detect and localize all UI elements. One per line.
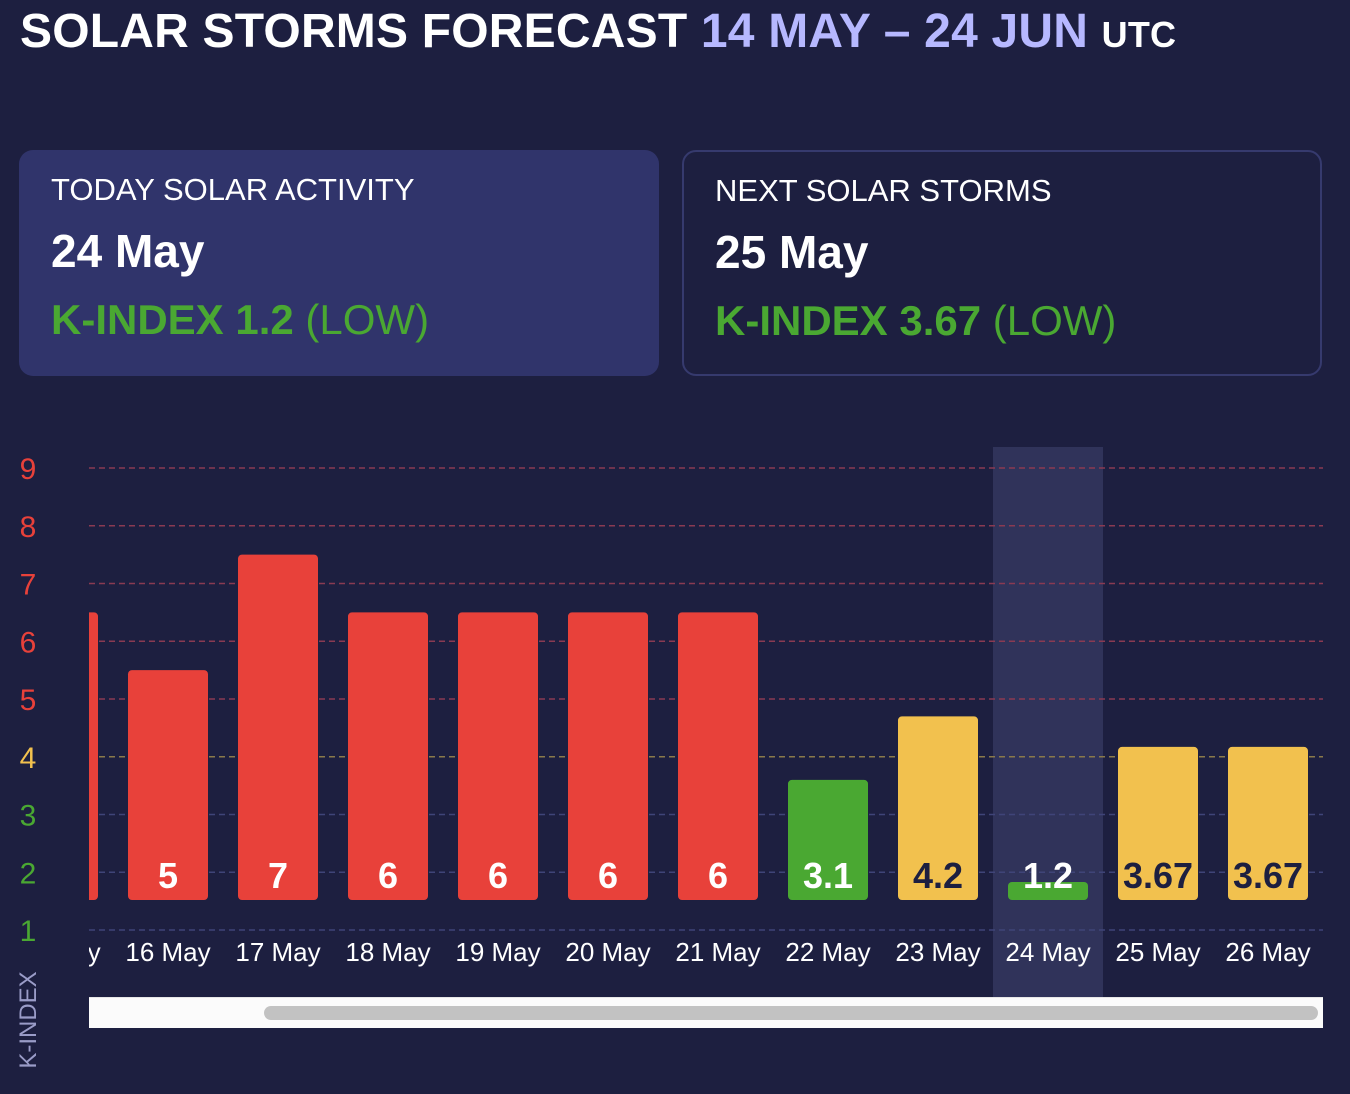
y-tick-label-2: 2: [20, 857, 37, 890]
x-tick-label-23-may: 23 May: [895, 937, 980, 967]
next-storms-card: NEXT SOLAR STORMS 25 May K-INDEX 3.67 (L…: [682, 150, 1322, 376]
today-heading: TODAY SOLAR ACTIVITY: [51, 172, 415, 207]
title-text: SOLAR STORMS FORECAST: [20, 5, 688, 58]
next-date: 25 May: [715, 226, 869, 278]
bar-23-may[interactable]: [898, 716, 978, 900]
bar-16-may[interactable]: [128, 670, 208, 900]
today-date: 24 May: [51, 225, 205, 277]
today-k-label: K-INDEX: [51, 296, 224, 343]
bar-17-may[interactable]: [238, 554, 318, 900]
next-k-index: K-INDEX 3.67 (LOW): [715, 297, 1289, 345]
x-tick-label-15-may: 15 May: [15, 937, 100, 967]
bar-24-may[interactable]: [1008, 882, 1088, 900]
bar-data-label-17-may: 7: [268, 855, 288, 896]
y-tick-label-6: 6: [20, 626, 37, 659]
y-axis-title: K-INDEX: [15, 971, 42, 1068]
x-tick-label-24-may: 24 May: [1005, 937, 1090, 967]
bar-data-label-25-may: 3.67: [1123, 855, 1193, 896]
k-index-bar-chart: 1 2 3 4 5 6 7 8 9 15 May 5 16 May 7 17 May 6 18 May 6 19 …: [15, 447, 1323, 997]
y-tick-label-8: 8: [20, 511, 37, 544]
bar-21-may[interactable]: [678, 612, 758, 900]
y-tick-label-4: 4: [20, 742, 37, 775]
x-tick-label-25-may: 25 May: [1115, 937, 1200, 967]
next-k-level: (LOW): [992, 297, 1117, 344]
next-k-label: K-INDEX: [715, 297, 888, 344]
x-tick-label-21-may: 21 May: [675, 937, 760, 967]
bar-20-may[interactable]: [568, 612, 648, 900]
highlight-column-24-may: [993, 447, 1103, 997]
bar-18-may[interactable]: [348, 612, 428, 900]
chart-horizontal-scrollbar[interactable]: [89, 997, 1323, 1028]
date-range: 14 MAY – 24 JUN: [700, 5, 1089, 58]
today-activity-card: TODAY SOLAR ACTIVITY 24 May K-INDEX 1.2 …: [19, 150, 659, 376]
next-k-value: 3.67: [899, 297, 982, 344]
timezone-label: UTC: [1101, 14, 1177, 55]
bar-data-label-18-may: 6: [378, 855, 398, 896]
bar-data-label-16-may: 5: [158, 855, 178, 896]
bar-data-label-23-may: 4.2: [913, 855, 963, 896]
x-tick-label-18-may: 18 May: [345, 937, 430, 967]
page-title: SOLAR STORMS FORECAST 14 MAY – 24 JUN UT…: [20, 4, 1176, 59]
today-k-level: (LOW): [305, 296, 430, 343]
bar-26-may[interactable]: [1228, 746, 1308, 900]
next-heading: NEXT SOLAR STORMS: [715, 173, 1052, 208]
x-tick-label-20-may: 20 May: [565, 937, 650, 967]
y-tick-label-1: 1: [20, 915, 37, 948]
y-axis-label: K-INDEX: [15, 971, 42, 1068]
x-tick-label-19-may: 19 May: [455, 937, 540, 967]
y-tick-label-9: 9: [20, 453, 37, 486]
x-tick-label-16-may: 16 May: [125, 937, 210, 967]
x-tick-label-17-may: 17 May: [235, 937, 320, 967]
bar-15-may[interactable]: [18, 612, 98, 900]
bar-data-label-19-may: 6: [488, 855, 508, 896]
bar-data-label-21-may: 6: [708, 855, 728, 896]
y-tick-label-5: 5: [20, 684, 37, 717]
x-tick-label-26-may: 26 May: [1225, 937, 1310, 967]
y-tick-label-7: 7: [20, 569, 37, 602]
bar-data-label-20-may: 6: [598, 855, 618, 896]
bar-data-label-24-may: 1.2: [1023, 855, 1073, 896]
bar-22-may[interactable]: [788, 779, 868, 900]
today-k-index: K-INDEX 1.2 (LOW): [51, 296, 627, 344]
today-k-value: 1.2: [235, 296, 294, 343]
scrollbar-thumb[interactable]: [264, 1006, 1318, 1020]
bar-19-may[interactable]: [458, 612, 538, 900]
bar-data-label-26-may: 3.67: [1233, 855, 1303, 896]
bar-25-may[interactable]: [1118, 746, 1198, 900]
y-tick-label-3: 3: [20, 800, 37, 833]
x-tick-label-22-may: 22 May: [785, 937, 870, 967]
bar-data-label-22-may: 3.1: [803, 855, 853, 896]
